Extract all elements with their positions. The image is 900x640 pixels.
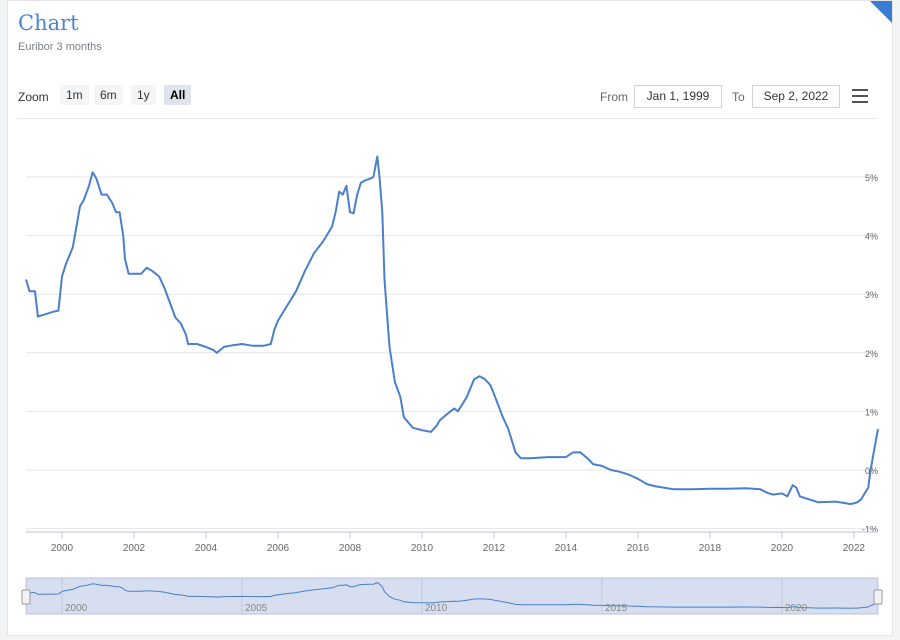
x-tick-label: 2010 — [411, 543, 434, 554]
zoom-1y-button[interactable]: 1y — [131, 85, 156, 105]
zoom-1m-button[interactable]: 1m — [60, 85, 89, 105]
navigator-tick-label: 2005 — [245, 603, 268, 614]
x-tick-label: 2004 — [195, 543, 218, 554]
x-tick-label: 2014 — [555, 543, 578, 554]
y-tick-label: 5% — [865, 173, 878, 183]
navigator-tick-label: 2010 — [425, 603, 448, 614]
x-tick-label: 2002 — [123, 543, 146, 554]
chart-card: Chart Euribor 3 months — [7, 0, 893, 636]
y-tick-label: 2% — [865, 349, 878, 359]
navigator-series-line — [25, 582, 879, 609]
x-tick-label: 2012 — [483, 543, 506, 554]
y-tick-label: -1% — [862, 525, 878, 535]
euribor-series-line — [25, 155, 879, 505]
from-date-input[interactable]: Jan 1, 1999 — [634, 85, 722, 108]
to-date-input[interactable]: Sep 2, 2022 — [752, 85, 840, 108]
x-tick-label: 2016 — [627, 543, 650, 554]
navigator-left-handle[interactable] — [21, 589, 31, 605]
y-tick-label: 1% — [865, 407, 878, 417]
toolbar-divider — [17, 118, 877, 119]
zoom-6m-button[interactable]: 6m — [94, 85, 123, 105]
x-tick-label: 2020 — [771, 543, 794, 554]
y-tick-label: 0% — [865, 466, 878, 476]
corner-flag-icon — [870, 1, 892, 23]
chart-subtitle: Euribor 3 months — [18, 41, 102, 53]
hamburger-menu-icon[interactable] — [852, 89, 868, 103]
x-tick-label: 2006 — [267, 543, 290, 554]
navigator-tick-label: 2020 — [785, 603, 808, 614]
from-label: From — [600, 90, 628, 104]
zoom-all-button[interactable]: All — [164, 85, 192, 105]
navigator-tick-label: 2015 — [605, 603, 628, 614]
x-tick-label: 2000 — [51, 543, 74, 554]
x-tick-label: 2018 — [699, 543, 722, 554]
navigator-selection[interactable] — [25, 577, 879, 615]
y-tick-label: 4% — [865, 232, 878, 242]
chart-title: Chart — [18, 11, 79, 35]
x-tick-label: 2022 — [843, 543, 866, 554]
zoom-label: Zoom — [18, 90, 49, 104]
y-tick-label: 3% — [865, 290, 878, 300]
x-tick-label: 2008 — [339, 543, 362, 554]
navigator-right-handle[interactable] — [873, 589, 883, 605]
navigator-tick-label: 2000 — [65, 603, 88, 614]
to-label: To — [732, 90, 745, 104]
